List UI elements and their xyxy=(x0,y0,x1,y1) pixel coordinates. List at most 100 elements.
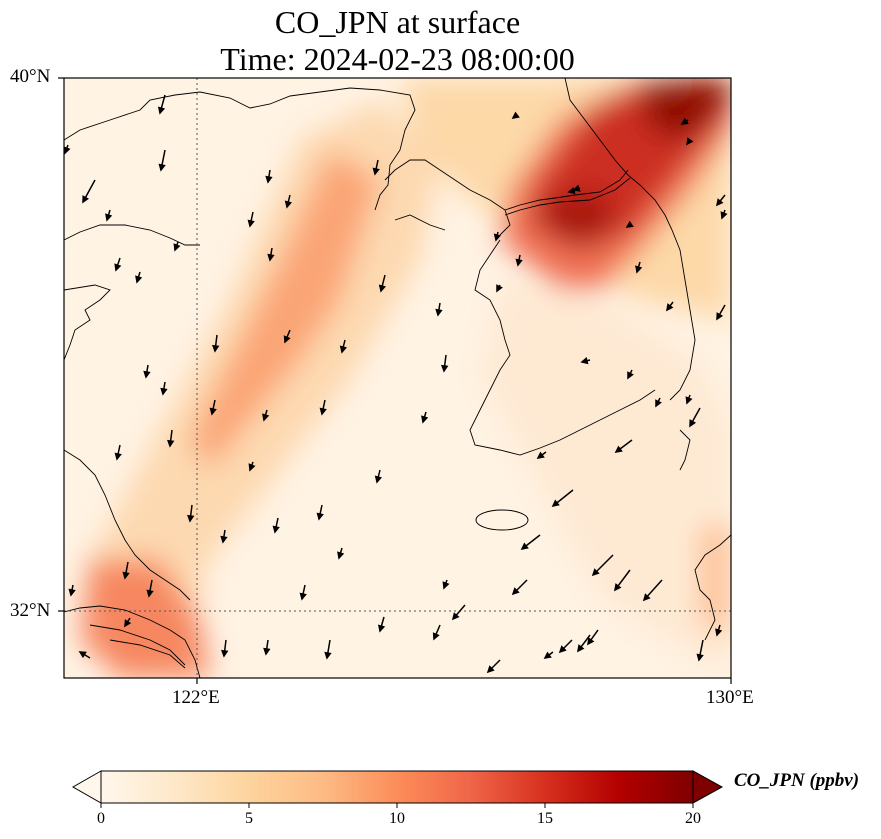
wind-vector-head xyxy=(613,583,622,592)
wind-vector-head xyxy=(580,357,589,365)
wind-vector-head xyxy=(536,451,545,460)
wind-vector-head xyxy=(486,665,495,674)
wind-vector-head xyxy=(441,364,449,373)
wind-vector-head xyxy=(451,612,460,621)
wind-vector-head xyxy=(625,220,634,228)
wind-vector-head xyxy=(576,644,585,653)
wind-vector-head xyxy=(567,187,576,195)
colorbar-tick: 15 xyxy=(537,810,553,827)
wind-vector-head xyxy=(432,632,440,641)
colorbar-tick: 10 xyxy=(389,810,405,827)
wind-vector-head xyxy=(374,475,382,484)
wind-vector-head xyxy=(372,167,380,176)
wind-vector-head xyxy=(248,463,256,472)
gridlines xyxy=(64,78,731,678)
wind-vector-head xyxy=(212,344,220,353)
colorbar-extend-max xyxy=(692,770,724,804)
wind-vector-head xyxy=(511,587,520,596)
wind-vector-head xyxy=(349,687,354,692)
wind-vector-head xyxy=(78,651,87,659)
lon-label-122: 122°E xyxy=(172,687,220,708)
wind-vector-head xyxy=(715,198,724,207)
wind-vector-head xyxy=(262,413,270,422)
wind-vector-head xyxy=(187,514,195,523)
wind-vector-head xyxy=(685,396,693,405)
coastlines xyxy=(64,78,731,678)
wind-vector-head xyxy=(627,371,634,380)
wind-vector-head xyxy=(284,200,292,209)
map-plot xyxy=(58,77,732,698)
colorbar-extend-min xyxy=(71,770,102,804)
wind-vector-head xyxy=(551,499,560,508)
colorbar-tick: 0 xyxy=(97,810,105,827)
wind-vector-head xyxy=(114,263,122,272)
concentration-field xyxy=(80,78,731,678)
lat-label-40: 40°N xyxy=(10,66,51,87)
wind-vector xyxy=(352,677,353,678)
wind-vector-head xyxy=(587,637,595,646)
wind-vector-head xyxy=(696,653,704,662)
wind-vector-head xyxy=(515,258,523,267)
wind-vector-head xyxy=(68,588,76,597)
wind-vector-head xyxy=(685,137,694,146)
wind-vector-head xyxy=(247,219,255,228)
wind-vector-head xyxy=(511,111,520,120)
wind-vector-head xyxy=(105,213,113,222)
wind-vector-head xyxy=(319,407,327,416)
wind-vector-head xyxy=(135,275,143,284)
map-time: Time: 2024-02-23 08:00:00 xyxy=(220,41,575,77)
wind-vector-head xyxy=(265,175,273,184)
lat-label-32: 32°N xyxy=(10,600,51,621)
wind-vector-head xyxy=(160,387,168,396)
wind-vector-head xyxy=(64,146,71,155)
wind-vector-head xyxy=(378,284,386,293)
wind-vector-head xyxy=(720,211,728,220)
wind-vector-head xyxy=(114,452,122,461)
lon-label-130: 130°E xyxy=(706,687,754,708)
wind-vector-head xyxy=(146,589,154,598)
wind-vector xyxy=(649,677,650,678)
wind-vectors xyxy=(64,94,728,698)
colorbar-tick: 5 xyxy=(245,810,253,827)
wind-vector-head xyxy=(635,265,643,274)
wind-vector-head xyxy=(167,439,175,448)
map-frame xyxy=(63,77,732,679)
wind-vector-head xyxy=(520,542,529,551)
wind-vector-head xyxy=(122,571,130,580)
wind-vector-head xyxy=(680,117,689,125)
wind-vector-head xyxy=(496,284,503,293)
wind-vector-head xyxy=(267,253,275,262)
colorbar-gradient xyxy=(100,770,694,804)
wind-vector-head xyxy=(642,692,647,698)
wind-vector-head xyxy=(715,628,723,637)
wind-vector-head xyxy=(221,649,229,658)
wind-vector-head xyxy=(124,619,132,628)
wind-vector-head xyxy=(324,651,332,660)
wind-vector-head xyxy=(689,419,697,428)
wind-vector-head xyxy=(143,370,151,379)
axis-ticks xyxy=(58,77,732,684)
wind-vector-head xyxy=(209,407,217,416)
wind-vector-head xyxy=(272,525,280,534)
colorbar-tick: 20 xyxy=(685,810,701,827)
map-title: CO_JPN at surface xyxy=(274,4,521,40)
wind-vector-head xyxy=(665,303,674,312)
wind-vector-head xyxy=(435,308,443,317)
wind-vector-head xyxy=(591,568,600,577)
wind-vector-head xyxy=(283,335,291,344)
wind-vector-head xyxy=(339,345,347,354)
wind-vector-head xyxy=(158,163,166,172)
wind-vector-head xyxy=(157,106,166,115)
colorbar-label: CO_JPN (ppbv) xyxy=(734,770,860,791)
wind-vector-head xyxy=(543,651,552,660)
wind-vector-head xyxy=(299,592,307,601)
wind-vector-head xyxy=(82,195,90,204)
wind-vector-head xyxy=(614,445,623,454)
wind-vector-head xyxy=(655,399,662,408)
wind-vector-head xyxy=(316,512,324,521)
wind-vector-head xyxy=(421,415,429,424)
wind-vector-head xyxy=(642,593,651,602)
wind-vector-head xyxy=(378,624,386,633)
wind-vector-head xyxy=(442,581,450,590)
wind-vector-head xyxy=(493,233,501,242)
